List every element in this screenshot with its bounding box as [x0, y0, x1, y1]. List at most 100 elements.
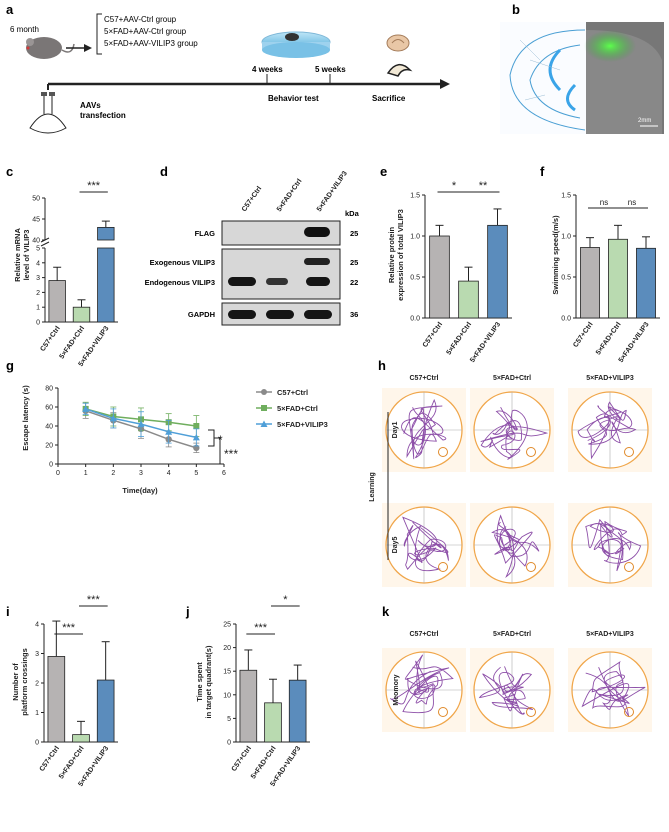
- platform-marker: [624, 562, 634, 572]
- y-tick-label: 4: [35, 622, 39, 629]
- bar: [608, 238, 628, 319]
- significance-bracket-2: [214, 437, 221, 465]
- chart-f: 0.0 0.5 1.0 1.5 C57+Ctrl 5×FAD+Ctrl5×FAD+VILI…: [561, 193, 660, 364]
- y-tick-label: 4: [36, 260, 40, 267]
- h-side-learning: Learning: [369, 472, 376, 502]
- c-ylabel-1: Relative mRNA: [13, 228, 22, 282]
- legend-marker: [261, 405, 267, 411]
- panel-label-d: d: [160, 164, 168, 179]
- brain-atlas-image: [500, 22, 586, 134]
- category-label: C57+Ctrl: [39, 325, 61, 353]
- y-tick-label: 20: [45, 443, 53, 450]
- i-ylabel-1: Number of: [11, 663, 20, 701]
- time-4weeks: 4 weeks: [252, 65, 283, 74]
- age-label: 6 month: [10, 25, 39, 34]
- category-label: C57+Ctrl: [39, 745, 61, 773]
- significance-label: *: [283, 594, 288, 606]
- petri-dish-icon: [261, 31, 331, 58]
- panel-label-i: i: [6, 604, 10, 619]
- bar: [429, 235, 450, 319]
- platform-marker: [624, 707, 634, 717]
- significance-label-2: ***: [224, 447, 238, 461]
- y-tick-label: 1: [36, 305, 40, 312]
- kda-endogenous: 22: [350, 278, 358, 287]
- category-label: 5×FAD+Ctrl: [58, 745, 86, 780]
- y-tick-label: 45: [32, 217, 40, 224]
- x-tick-label: 6: [222, 470, 226, 477]
- platform-marker: [438, 707, 448, 717]
- row-label-flag: FLAG: [195, 229, 216, 238]
- swim-path: [478, 666, 534, 715]
- time-5weeks: 5 weeks: [315, 65, 346, 74]
- kda-label: kDa: [345, 209, 360, 218]
- x-tick-label: 5: [194, 470, 198, 477]
- significance-label: ns: [628, 198, 636, 207]
- group-bracket: [96, 13, 102, 55]
- data-point: [193, 423, 200, 429]
- fluorescence-image: 2mm: [584, 22, 664, 134]
- panel-label-e: e: [380, 164, 387, 179]
- swim-path: [480, 406, 549, 460]
- kda-exogenous: 25: [350, 258, 358, 267]
- category-label: 5×FAD+VILIP3: [618, 321, 651, 364]
- swim-path: [401, 399, 447, 460]
- significance-bracket-1: [208, 429, 215, 447]
- mouse-icon: [26, 37, 75, 59]
- f-ylabel: Swimming speed(m/s): [551, 215, 560, 295]
- brain-icon: [386, 34, 413, 77]
- k-col-c57: C57+Ctrl: [410, 631, 439, 638]
- y-tick-label: 80: [45, 386, 53, 393]
- category-label: C57+Ctrl: [422, 321, 444, 349]
- k-col-vilip: 5×FAD+VILIP3: [586, 631, 634, 638]
- bar: [264, 702, 282, 743]
- category-label: 5×FAD+Ctrl: [595, 321, 623, 356]
- h-row-day1: Day1: [392, 422, 399, 439]
- j-ylabel-1: Time spent: [195, 662, 204, 702]
- data-point: [82, 405, 90, 412]
- legend-marker: [260, 420, 268, 427]
- significance-label: ***: [87, 180, 101, 192]
- panel-label-f: f: [540, 164, 545, 179]
- y-tick-label: 25: [223, 622, 231, 629]
- category-label: 5×FAD+Ctrl: [59, 325, 87, 360]
- h-col-vilip: 5×FAD+VILIP3: [586, 375, 634, 382]
- swim-path: [577, 401, 637, 460]
- h-col-fad: 5×FAD+Ctrl: [493, 375, 531, 382]
- y-tick-label: 20: [223, 645, 231, 652]
- trajectory-grid-learning: [382, 388, 652, 587]
- h-col-c57: C57+Ctrl: [410, 375, 439, 382]
- aavs-label: AAVs: [80, 101, 101, 110]
- y-tick-label: 1.0: [561, 234, 571, 241]
- y-tick-label: 3: [35, 651, 39, 658]
- kda-gapdh: 36: [350, 310, 358, 319]
- g-xlabel: Time(day): [122, 486, 158, 495]
- blot-vilip3: [221, 248, 341, 300]
- legend-label: 5×FAD+Ctrl: [277, 404, 318, 413]
- y-tick-label: 40: [45, 424, 53, 431]
- bar: [48, 280, 66, 323]
- x-tick-label: 3: [139, 470, 143, 477]
- y-tick-label: 0: [36, 320, 40, 327]
- significance-label: *: [452, 180, 457, 192]
- chart-g: 0 20 40 60 80 0 1 2 3 4 5 6 C57+Ctrl 5×FAD+Ctrl 5×FAD+…: [45, 386, 328, 478]
- western-blot: C57+Ctrl 5×FAD+Ctrl 5×FAD+VILIP3 kDa FLA…: [145, 170, 360, 326]
- y-tick-label: 2: [35, 681, 39, 688]
- category-label: C57+Ctrl: [572, 321, 594, 349]
- group-fad: 5×FAD+AAV-Ctrl group: [104, 27, 187, 36]
- y-tick-label: 1.5: [561, 193, 571, 200]
- y-tick-label: 0.5: [561, 275, 571, 282]
- y-tick-label: 3: [36, 275, 40, 282]
- significance-label: **: [479, 180, 488, 192]
- lane-label-fad: 5×FAD+Ctrl: [276, 178, 304, 213]
- kda-flag: 25: [350, 229, 358, 238]
- platform-marker: [438, 562, 448, 572]
- c-ylabel-2: level of VILIP3: [22, 230, 31, 281]
- category-label: C57+Ctrl: [231, 745, 253, 773]
- h-row-day5: Day5: [392, 537, 399, 554]
- x-tick-label: 0: [56, 470, 60, 477]
- platform-marker: [624, 447, 634, 457]
- group-c57: C57+AAV-Ctrl group: [104, 15, 177, 24]
- bar: [580, 247, 600, 319]
- chart-i: 01234C57+Ctrl5×FAD+Ctrl5×FAD+VILIP3*****…: [35, 594, 118, 788]
- y-tick-label: 1.0: [410, 234, 420, 241]
